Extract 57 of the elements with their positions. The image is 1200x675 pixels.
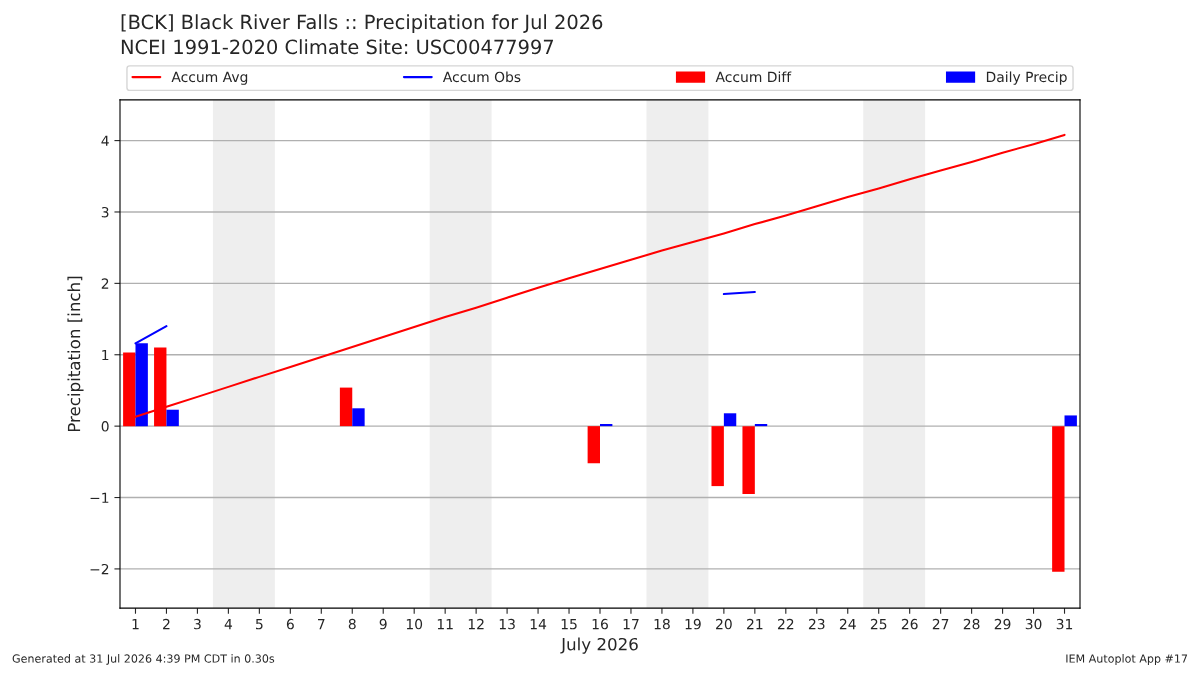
- legend-label: Daily Precip: [986, 71, 1067, 85]
- bar: [352, 408, 365, 427]
- x-tick-label: 23: [808, 618, 825, 630]
- x-tick-label: 16: [592, 618, 608, 630]
- bar: [1064, 415, 1077, 427]
- x-tick-label: 13: [499, 618, 515, 630]
- x-tick-label: 29: [994, 618, 1011, 630]
- x-tick-label: 26: [901, 618, 918, 630]
- x-tick-label: 25: [870, 618, 887, 630]
- x-tick-label: 27: [932, 618, 949, 630]
- x-tick-label: 18: [654, 618, 670, 630]
- x-tick-label: 7: [318, 619, 325, 630]
- x-tick-label: 21: [747, 618, 763, 630]
- text: Generated at 31 Jul 2026 4:39 PM CDT in 0.30s: [12, 654, 275, 665]
- x-tick-label: 1: [132, 619, 139, 630]
- bar: [1052, 426, 1065, 572]
- legend-label: Accum Avg: [171, 71, 248, 85]
- x-axis-title: July 2026: [560, 637, 638, 654]
- y-axis-title: Precipitation [inch]: [67, 276, 84, 432]
- bar: [339, 387, 353, 427]
- x-tick-label: 9: [379, 618, 387, 630]
- x-tick-label: 14: [530, 619, 547, 630]
- y-tick-label: 0: [101, 421, 109, 432]
- x-tick-label: 3: [194, 618, 201, 630]
- x-tick-label: 31: [1056, 618, 1073, 630]
- x-tick-label: 8: [348, 618, 356, 630]
- y-tick-label: 3: [101, 206, 109, 218]
- bar: [587, 426, 600, 464]
- x-tick-label: 30: [1025, 618, 1042, 630]
- bar: [723, 413, 737, 427]
- y-tick-label: −2: [90, 563, 109, 575]
- y-tick-label: 1: [102, 349, 109, 361]
- x-tick-label: 15: [561, 619, 577, 630]
- y-tick-label: −1: [90, 492, 109, 503]
- chart-subtitle: NCEI 1991-2020 Climate Site: USC00477997: [121, 39, 554, 55]
- y-tick-label: 2: [101, 278, 109, 289]
- x-tick-label: 11: [437, 619, 453, 630]
- x-tick-label: 22: [777, 618, 794, 630]
- x-tick-label: 12: [468, 618, 484, 630]
- x-tick-label: 2: [163, 618, 170, 630]
- x-tick-label: 10: [406, 618, 423, 630]
- legend-label: Accum Obs: [442, 71, 521, 83]
- x-tick-label: 4: [224, 619, 233, 630]
- x-tick-label: 17: [623, 619, 639, 630]
- text: IEM Autoplot App #17: [1066, 654, 1188, 665]
- bar: [742, 426, 755, 494]
- bar: [711, 426, 724, 487]
- x-tick-label: 19: [685, 618, 701, 630]
- bar: [166, 409, 179, 427]
- x-tick-label: 6: [286, 618, 294, 630]
- x-tick-label: 5: [256, 619, 263, 630]
- chart-title: [BCK] Black River Falls :: Precipitation for Jul 2026: [121, 14, 603, 34]
- x-tick-label: 20: [716, 618, 732, 630]
- y-tick-label: 4: [101, 135, 109, 146]
- x-tick-label: 24: [839, 618, 856, 630]
- x-tick-label: 28: [963, 618, 980, 630]
- legend-label: Accum Diff: [715, 71, 792, 83]
